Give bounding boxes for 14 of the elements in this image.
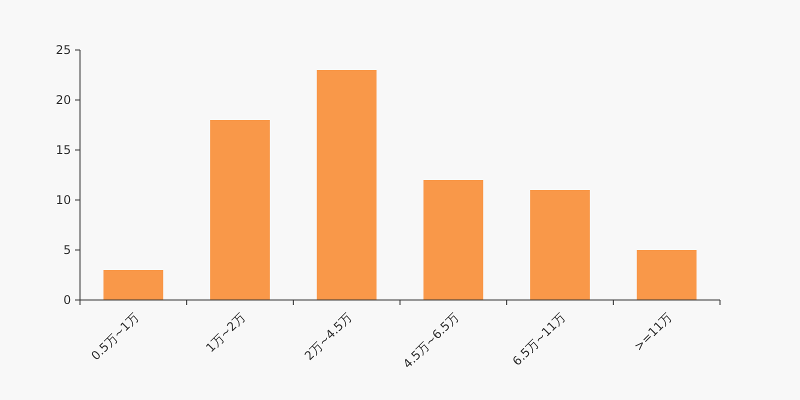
bar [103,270,164,300]
y-tick-label: 10 [56,193,71,207]
bar [530,190,590,300]
y-tick-label: 25 [56,43,71,57]
bar [316,70,377,300]
x-tick-label: 1万~2万 [203,310,248,355]
y-tick-label: 5 [63,243,71,257]
y-tick-label: 20 [56,93,71,107]
x-tick-label: 0.5万~1万 [88,310,142,364]
y-tick-label: 15 [56,143,71,157]
bar [423,180,484,300]
y-tick-label: 0 [63,293,71,307]
bar [210,120,270,300]
bar [636,250,697,300]
